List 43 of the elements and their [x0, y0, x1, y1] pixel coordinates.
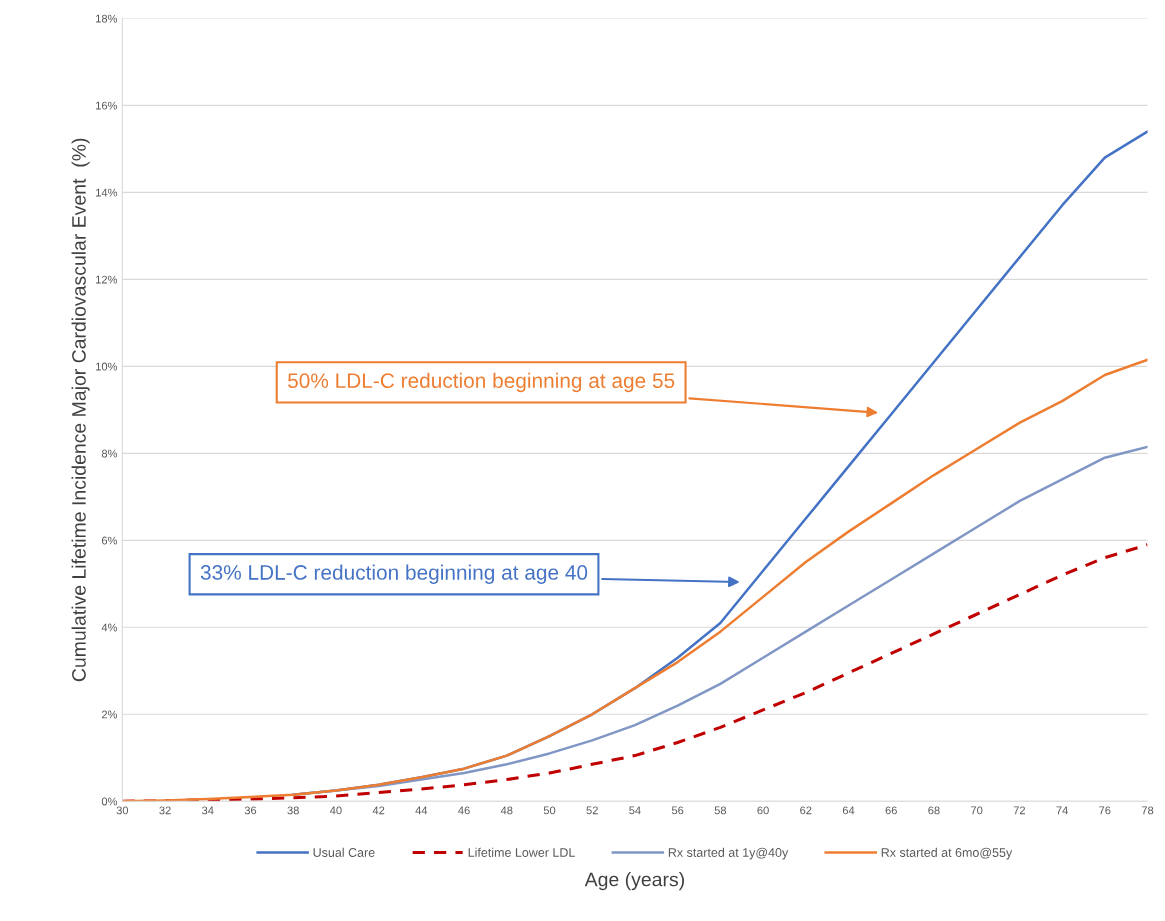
x-tick-label: 64: [842, 806, 855, 815]
legend-label: Rx started at 6mo@55y: [881, 847, 1013, 860]
x-tick-label: 52: [586, 806, 598, 815]
x-tick-label: 42: [372, 806, 385, 815]
x-tick-label: 32: [159, 806, 171, 815]
x-tick-label: 38: [287, 806, 299, 815]
x-tick-label: 36: [244, 806, 257, 815]
legend-label: Rx started at 1y@40y: [668, 847, 789, 860]
y-tick-label: 16%: [96, 101, 118, 110]
x-tick-label: 72: [1013, 806, 1025, 815]
y-tick-label: 4%: [101, 623, 118, 632]
x-tick-label: 60: [757, 806, 769, 815]
y-tick-label: 18%: [96, 14, 118, 23]
x-tick-label: 48: [500, 806, 513, 815]
y-axis-title: Cumulative Lifetime Incidence Major Cardiovascular Event (%): [71, 138, 90, 682]
y-tick-label: 0%: [101, 797, 118, 806]
annotation: 50% LDL-C reduction beginning at age 55: [287, 372, 675, 393]
y-tick-label: 12%: [96, 275, 118, 284]
x-tick-label: 58: [714, 806, 727, 815]
y-tick-label: 6%: [101, 536, 118, 545]
x-tick-label: 54: [629, 806, 641, 815]
x-tick-label: 40: [329, 806, 342, 815]
y-tick-label: 10%: [96, 362, 118, 371]
x-tick-label: 46: [458, 806, 470, 815]
legend-label: Usual Care: [313, 847, 375, 857]
x-tick-label: 78: [1141, 806, 1154, 815]
x-tick-label: 66: [885, 806, 897, 815]
x-tick-label: 44: [415, 806, 428, 815]
x-tick-label: 56: [671, 806, 684, 815]
x-tick-label: 30: [116, 806, 129, 815]
x-tick-label: 62: [800, 806, 812, 815]
y-tick-label: 14%: [96, 188, 118, 197]
x-tick-label: 76: [1099, 806, 1111, 815]
x-tick-label: 68: [928, 806, 940, 815]
legend-label: Lifetime Lower LDL: [468, 847, 575, 857]
x-tick-label: 34: [202, 806, 214, 815]
y-tick-label: 8%: [101, 449, 118, 458]
x-tick-label: 50: [543, 806, 556, 815]
y-tick-label: 2%: [101, 710, 118, 719]
x-tick-label: 74: [1056, 806, 1068, 815]
annotation: 33% LDL-C reduction beginning at age 40: [200, 564, 588, 584]
x-tick-label: 70: [971, 806, 983, 815]
x-axis-title: Age (years): [584, 872, 684, 891]
